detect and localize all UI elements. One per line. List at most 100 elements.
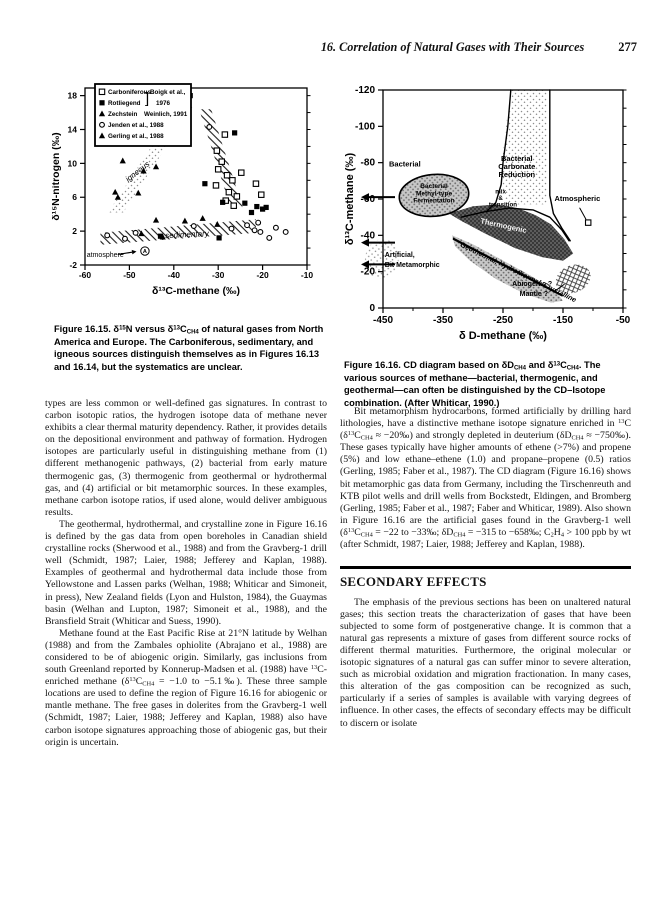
Gerling-point [138, 230, 145, 237]
legend-symbol [98, 88, 106, 96]
Rotliegend-point [202, 181, 208, 187]
Jenden-point [244, 222, 251, 229]
figure-16-16-caption: Figure 16.16. CD diagram based on δDCH4 … [344, 360, 606, 408]
Rotliegend-point [216, 235, 222, 241]
Gerling-point [181, 217, 188, 224]
y-tick-label: 14 [68, 124, 78, 134]
region-label: sedimentary [165, 229, 210, 240]
x-tick-label: -20 [256, 270, 269, 280]
artificial-field [364, 239, 399, 279]
Gerling-point [199, 215, 206, 221]
region-label: mix [495, 189, 506, 196]
y-axis-label: δ¹⁵N-nitrogen (‰) [52, 132, 62, 220]
Carboniferous-point [225, 188, 233, 196]
legend-label: Jenden et al., 1988 [108, 122, 164, 129]
region-label: Bacterial [389, 159, 421, 168]
region-label: & [498, 195, 503, 202]
x-tick-label: -50 [616, 315, 631, 326]
Zechstein-point [112, 188, 119, 195]
Carboniferous-point [238, 169, 245, 176]
y-tick-label: -80 [361, 158, 376, 169]
figure-16-15-chart: -60 -50 -40 -30 -20 -10 18 14 10 6 2 -2 δ¹³C-methane… [52, 83, 313, 297]
legend-ref: Weinlich, 1991 [144, 111, 188, 118]
Jenden-point [104, 232, 111, 239]
Zechstein-point [114, 193, 121, 200]
Jenden-point [255, 219, 262, 226]
geothermal-trend-line [452, 237, 563, 297]
Rotliegend-point [254, 203, 260, 210]
Jenden-point [132, 229, 139, 236]
figure-16-16-chart: -450-350-250-150-50-120-100-80-60-40-200… [344, 85, 631, 342]
plot-frame [84, 87, 308, 266]
Zechstein-point [135, 189, 142, 196]
Gerling-point [159, 233, 166, 240]
legend-symbol [98, 110, 106, 117]
Carboniferous-point [218, 158, 226, 165]
region-label: Abiogenic ? [512, 281, 552, 288]
legend-symbol [99, 121, 105, 128]
arrow-head [131, 249, 137, 255]
Carboniferous-point [223, 171, 231, 179]
Rotliegend-point [157, 233, 164, 239]
legend-symbol [98, 132, 106, 139]
arrow-head [361, 193, 369, 202]
section-heading: SECONDARY EFFECTS [340, 573, 487, 589]
Jenden-point [272, 224, 279, 231]
y-tick-label: 6 [72, 192, 77, 202]
Carboniferous-point [258, 191, 265, 198]
region-label: Artificial, [385, 252, 415, 259]
abiogenic-connector [553, 283, 565, 293]
legend-label: Gerling et al., 1988 [108, 133, 164, 140]
legend-symbol [99, 100, 105, 106]
carboniferous-band [199, 109, 243, 208]
region-label: Bit Metamorphic [385, 262, 440, 269]
legend-ref: 1976 [156, 100, 171, 107]
region-label: Mantle ? [520, 291, 548, 298]
legend-ref: Boigk et al., [150, 89, 186, 96]
Rotliegend-point [263, 204, 269, 211]
bacterial-carbonate-reduction-field [501, 90, 548, 205]
x-axis-label: δ D-methane (‰) [459, 330, 547, 342]
legend-bracket: ] [145, 90, 149, 107]
abiogenic-field [555, 264, 591, 294]
Jenden-point [228, 225, 235, 232]
atmospheric-boundary [549, 89, 571, 242]
Carboniferous-point [212, 182, 220, 189]
paragraph: Bit metamorphism hydrocarbons, formed ar… [340, 406, 631, 551]
Rotliegend-point [220, 199, 226, 205]
region-label: Fermentation [413, 198, 454, 205]
y-tick-label: -2 [69, 260, 77, 270]
Carboniferous-point [229, 177, 236, 184]
Rotliegend-point [248, 209, 255, 216]
Jenden-point [122, 235, 128, 242]
Carboniferous-point [230, 202, 237, 209]
y-tick-label: -100 [355, 121, 375, 132]
y-axis-label: δ¹³C-methane (‰) [344, 153, 356, 246]
x-tick-label: -250 [493, 315, 513, 326]
Jenden-point [206, 124, 213, 130]
y-tick-label: 18 [68, 91, 78, 101]
arrow-shaft [117, 251, 133, 256]
Carboniferous-point [221, 131, 229, 138]
atmospheric-connector [579, 207, 587, 220]
Carboniferous-point [252, 180, 260, 187]
Gerling-point [214, 221, 221, 227]
thermogenic-top-boundary [460, 207, 570, 242]
y-tick-label: -40 [361, 230, 376, 241]
region-label: transition [489, 201, 517, 208]
x-tick-label: -60 [79, 270, 92, 280]
Jenden-point [266, 234, 273, 241]
region-label: Carbonate [498, 162, 535, 171]
Zechstein-point [119, 157, 126, 164]
paragraph: Methane found at the East Pacific Rise a… [45, 627, 327, 748]
Jenden-point [282, 229, 289, 235]
Rotliegend-point [260, 206, 266, 212]
circled-a-glyph: A [143, 249, 147, 255]
running-head: 16. Correlation of Natural Gases with Th… [0, 40, 637, 55]
Carboniferous-point [213, 147, 221, 154]
legend-label: Carboniferous [108, 89, 152, 96]
arrow-head [361, 260, 369, 269]
region-label: Atmospheric [554, 194, 600, 203]
paragraph: The emphasis of the previous sections ha… [340, 596, 631, 729]
